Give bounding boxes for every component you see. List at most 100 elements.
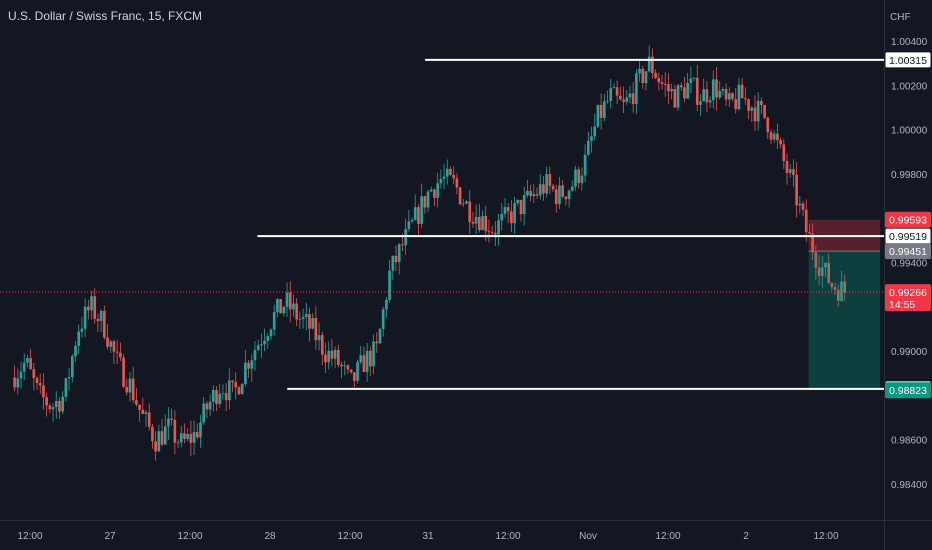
candle-body xyxy=(474,216,478,224)
candle-body xyxy=(580,175,584,184)
candle-body xyxy=(83,306,87,329)
candle-body xyxy=(272,312,276,330)
price-tick-label: 1.00200 xyxy=(891,81,928,92)
candle-body xyxy=(683,87,686,99)
candle-body xyxy=(397,244,401,263)
candle-body xyxy=(228,380,231,401)
candle-body xyxy=(385,299,388,310)
candle-body xyxy=(583,154,587,176)
candle-body xyxy=(327,350,331,363)
candle-body xyxy=(234,382,238,388)
candle-body xyxy=(711,79,715,101)
candle-body xyxy=(211,389,215,402)
candle-body xyxy=(42,385,45,398)
candle-body xyxy=(484,215,488,232)
candle-body xyxy=(90,296,93,311)
candle-body xyxy=(590,136,593,141)
candle-body xyxy=(29,358,32,370)
candle-body xyxy=(282,306,286,314)
time-tick-label: 12:00 xyxy=(177,531,202,542)
candle-body xyxy=(99,310,103,322)
candle-body xyxy=(388,270,391,300)
candle-body xyxy=(660,82,664,85)
candle-body xyxy=(48,405,52,410)
candle-body xyxy=(189,433,193,443)
candle-body xyxy=(820,267,824,277)
candle-body xyxy=(80,328,84,332)
candle-body xyxy=(394,255,398,263)
candle-body xyxy=(449,168,452,175)
candle-body xyxy=(404,229,407,246)
time-axis: 12:00 27 12:00 28 12:00 31 12:00 Nov 12:00 2 12:00 xyxy=(17,531,838,542)
candle-body xyxy=(445,168,449,177)
candle-body xyxy=(179,433,183,443)
candle-body xyxy=(141,409,145,414)
candle-body xyxy=(631,93,635,105)
candles-layer xyxy=(13,45,847,461)
candle-body xyxy=(128,378,132,393)
candle-body xyxy=(715,79,718,98)
candle-body xyxy=(221,393,225,394)
candle-body xyxy=(314,317,318,341)
candle-body xyxy=(67,377,71,379)
position-tool xyxy=(0,219,884,391)
candle-body xyxy=(689,78,693,83)
candle-body xyxy=(147,412,151,427)
candle-body xyxy=(58,400,61,412)
candle-body xyxy=(676,85,680,108)
candle-body xyxy=(96,318,100,322)
candle-body xyxy=(776,133,779,141)
time-tick-label: 28 xyxy=(264,531,276,542)
candle-body xyxy=(753,107,757,122)
candle-body xyxy=(538,184,542,196)
candle-body xyxy=(13,377,16,388)
candle-body xyxy=(798,203,802,206)
candle-body xyxy=(519,200,523,215)
candle-body xyxy=(766,117,770,133)
candle-body xyxy=(827,262,830,284)
candle-body xyxy=(619,95,622,100)
candle-body xyxy=(276,299,279,313)
candle-body xyxy=(756,100,760,122)
candle-body xyxy=(429,189,433,192)
candle-body xyxy=(349,369,353,373)
candle-body xyxy=(641,68,645,84)
candle-body xyxy=(304,314,308,318)
candle-body xyxy=(413,207,417,220)
candle-body xyxy=(186,433,189,439)
candle-body xyxy=(458,187,462,205)
candle-body xyxy=(804,209,808,233)
candle-body xyxy=(173,419,177,443)
candle-body xyxy=(256,345,260,351)
candle-body xyxy=(122,357,125,387)
candle-body xyxy=(285,292,289,307)
candle-body xyxy=(260,344,263,346)
candle-body xyxy=(814,252,818,268)
candle-body xyxy=(61,396,65,412)
time-tick-label: 27 xyxy=(104,531,116,542)
candle-body xyxy=(506,207,510,212)
entry-price-tag-box xyxy=(885,243,931,260)
candle-body xyxy=(240,384,244,395)
candle-body xyxy=(407,221,411,230)
target-price-tag-text: 0.98823 xyxy=(889,385,927,397)
candle-body xyxy=(167,418,170,427)
candle-body xyxy=(760,100,763,105)
candle-body xyxy=(695,77,699,105)
candle-body xyxy=(769,132,773,140)
price-tick-label: 0.99400 xyxy=(891,258,928,269)
candle-body xyxy=(558,185,561,205)
candle-body xyxy=(599,105,603,118)
stop-price-tag-box xyxy=(885,211,931,228)
candle-body xyxy=(461,203,465,205)
candle-body xyxy=(574,169,577,187)
candle-body xyxy=(737,84,741,110)
candle-body xyxy=(420,196,423,224)
candle-body xyxy=(266,336,270,341)
price-tick-label: 0.98400 xyxy=(891,480,928,491)
current-price-tag-box xyxy=(885,284,931,312)
stop-price-tag-text: 0.99593 xyxy=(889,215,927,227)
candle-body xyxy=(160,431,164,445)
candle-body xyxy=(64,378,68,397)
